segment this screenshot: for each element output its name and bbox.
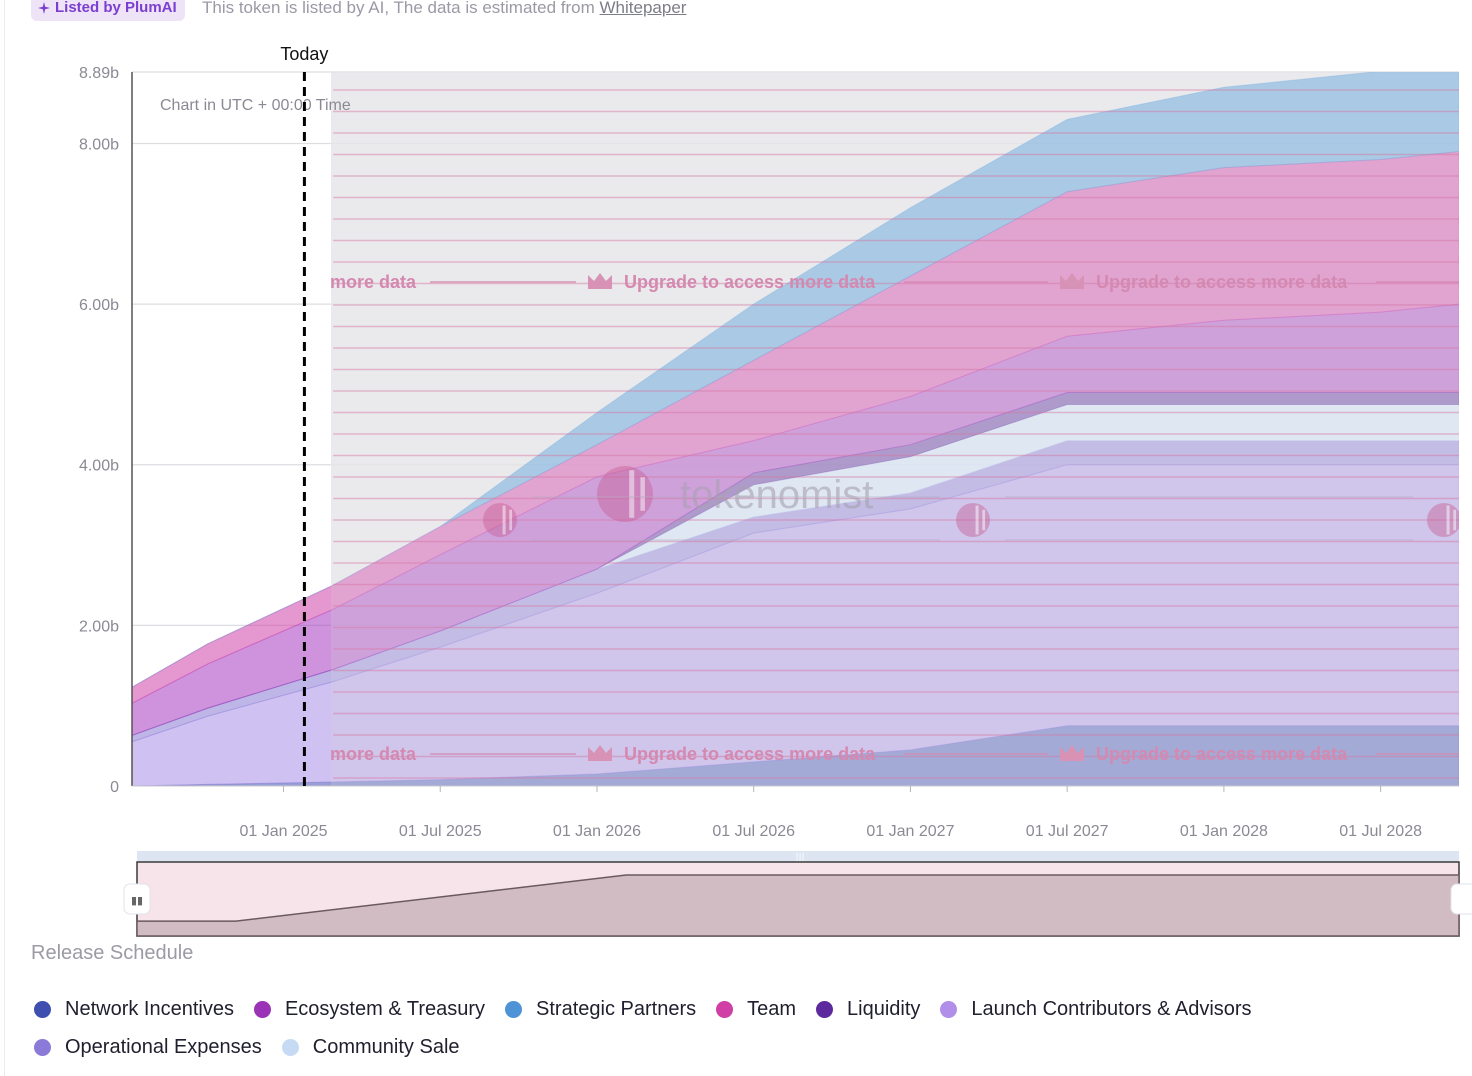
- locked-overlay: [331, 72, 1459, 786]
- series-area-operational-expenses[interactable]: [132, 440, 1459, 743]
- x-tick-label: 01 Jul 2027: [1026, 823, 1109, 840]
- x-tick-label: 01 Jan 2027: [866, 823, 954, 840]
- range-navigator[interactable]: ||| ▮▮: [123, 851, 1472, 937]
- legend-item-network-incentives[interactable]: Network Incentives: [34, 998, 234, 1021]
- watermark-layer: tokenomist: [483, 466, 1459, 541]
- legend-item-ecosystem-treasury[interactable]: Ecosystem & Treasury: [253, 997, 486, 1021]
- legend-item-community-sale[interactable]: Community Sale: [281, 1035, 460, 1059]
- y-tick-label: 6.00b: [79, 297, 119, 314]
- legend-item-liquidity[interactable]: Liquidity: [816, 998, 920, 1021]
- legend-dot-icon: [816, 1000, 834, 1018]
- chart-legend: Network Incentives Ecosystem & Treasury St…: [34, 990, 1454, 1066]
- upgrade-text[interactable]: Upgrade to access more data: [1096, 272, 1348, 292]
- upgrade-banners[interactable]: more data Upgrade to access more data Upgr…: [330, 272, 1472, 764]
- y-tick-label: 4.00b: [79, 458, 119, 475]
- legend-dot-icon: [716, 1000, 734, 1018]
- legend-dot-icon: [253, 1000, 271, 1018]
- x-tick-label: 01 Jan 2028: [1180, 823, 1268, 840]
- legend-dot-icon: [940, 1000, 958, 1018]
- chart-timezone-note: Chart in UTC + 00:00 Time: [160, 97, 351, 114]
- legend-label: Ecosystem & Treasury: [284, 997, 486, 1020]
- x-tick-label: 01 Jan 2025: [239, 823, 327, 840]
- crown-icon: [588, 745, 612, 761]
- sparkle-icon: [38, 1, 50, 14]
- x-tick-label: 01 Jul 2026: [712, 823, 795, 840]
- series-area-launch-contributors-advisors[interactable]: [132, 464, 1459, 786]
- axes: 0 2.00b 4.00b 6.00b 8.00b 8.89b 01 Jan 2025 01 …: [79, 65, 1422, 840]
- legend-dot-icon: [34, 1000, 51, 1018]
- tokenomist-logo-icon: [1427, 503, 1459, 537]
- series-area-strategic-partners[interactable]: [132, 63, 1459, 688]
- legend-item-strategic-partners[interactable]: Strategic Partners: [505, 998, 696, 1021]
- page-left-border: [4, 0, 5, 1076]
- legend-label: Liquidity: [847, 997, 921, 1020]
- token-unlock-chart[interactable]: more data Upgrade to access more data Upgr…: [0, 0, 1472, 940]
- y-tick-label: 8.00b: [79, 136, 119, 153]
- upgrade-text-partial[interactable]: more data: [330, 744, 417, 764]
- legend-label: Team: [747, 997, 797, 1020]
- upgrade-text[interactable]: Upgrade to access more data: [624, 744, 876, 764]
- legend-item-launch-contributors-advisors[interactable]: Launch Contributors & Advisors: [940, 997, 1252, 1021]
- crown-icon: [588, 273, 612, 289]
- legend-item-operational-expenses[interactable]: Operational Expenses: [34, 1036, 262, 1059]
- legend-label: Community Sale: [312, 1035, 460, 1058]
- legend-label: Strategic Partners: [536, 997, 697, 1020]
- legend-row: Operational Expenses Community Sale: [34, 1028, 1454, 1066]
- legend-dot-icon: [281, 1038, 299, 1056]
- navigator-right-handle[interactable]: [1450, 883, 1472, 915]
- tokenomist-logo-icon: [956, 503, 990, 537]
- crown-icon: [1060, 745, 1084, 761]
- notice-text: This token is listed by AI, The data is …: [202, 0, 595, 17]
- y-tick-label: 2.00b: [79, 618, 119, 635]
- navigator-area: [136, 874, 1460, 937]
- legend-label: Launch Contributors & Advisors: [971, 997, 1252, 1020]
- legend-dot-icon: [505, 1000, 523, 1018]
- x-tick-label: 01 Jul 2025: [399, 823, 482, 840]
- tokenomist-logo-icon: [483, 503, 517, 537]
- badge-label: Listed by PlumAI: [55, 0, 177, 16]
- upgrade-row[interactable]: more data Upgrade to access more data Upgr…: [330, 272, 1472, 292]
- upgrade-text-partial[interactable]: more data: [330, 272, 417, 292]
- ai-notice: This token is listed by AI, The data is …: [202, 0, 686, 20]
- navigator-left-handle[interactable]: [123, 883, 151, 915]
- legend-dot-icon: [34, 1038, 51, 1056]
- upgrade-text[interactable]: Upgrade to access more data: [624, 272, 876, 292]
- listed-by-ai-badge[interactable]: Listed by PlumAI: [31, 0, 185, 21]
- upgrade-row[interactable]: more data Upgrade to access more data Upgr…: [330, 744, 1472, 764]
- tokenomist-logo-icon: [597, 466, 653, 522]
- crown-icon: [1060, 273, 1084, 289]
- y-tick-label: 0: [110, 779, 119, 796]
- legend-row: Network Incentives Ecosystem & Treasury St…: [34, 990, 1454, 1028]
- x-tick-label: 01 Jan 2026: [553, 823, 641, 840]
- legend-item-team[interactable]: Team: [716, 998, 796, 1021]
- upgrade-text[interactable]: Upgrade to access more data: [1096, 744, 1348, 764]
- navigator-left-handle-grip: ▮▮: [131, 894, 143, 907]
- watermark-text: tokenomist: [680, 473, 873, 517]
- navigator-top-bar[interactable]: [137, 851, 1459, 862]
- y-tick-label: 8.89b: [79, 65, 119, 82]
- series-layer: [132, 63, 1459, 786]
- legend-label: Operational Expenses: [65, 1035, 262, 1058]
- x-tick-label: 01 Jul 2028: [1339, 823, 1422, 840]
- legend-label: Network Incentives: [65, 997, 234, 1020]
- navigator-top-grip[interactable]: |||: [795, 853, 804, 863]
- release-schedule-title: Release Schedule: [31, 942, 194, 964]
- today-label: Today: [280, 44, 328, 64]
- whitepaper-link[interactable]: Whitepaper: [599, 0, 687, 17]
